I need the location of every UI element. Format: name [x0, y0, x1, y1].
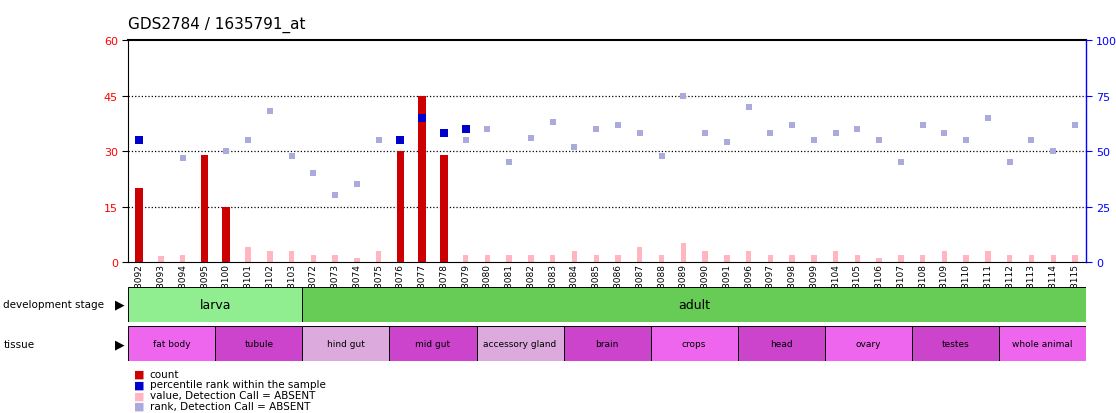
Bar [507, 255, 512, 262]
Bar [833, 251, 838, 262]
Bar [651, 326, 738, 361]
Bar [920, 255, 925, 262]
Text: larva: larva [200, 298, 231, 311]
Bar [477, 326, 564, 361]
Text: ▶: ▶ [115, 298, 125, 311]
Text: ■: ■ [134, 380, 144, 389]
Bar [528, 255, 533, 262]
Text: GDS2784 / 1635791_at: GDS2784 / 1635791_at [128, 17, 306, 33]
Bar [310, 255, 316, 262]
Bar [912, 326, 999, 361]
Text: crops: crops [682, 339, 706, 348]
Bar [389, 326, 477, 361]
Bar [963, 255, 969, 262]
Bar [484, 255, 490, 262]
Bar [825, 326, 912, 361]
Text: count: count [150, 369, 179, 379]
Text: accessory gland: accessory gland [483, 339, 557, 348]
Text: percentile rank within the sample: percentile rank within the sample [150, 380, 326, 389]
Bar [302, 326, 389, 361]
Bar [333, 255, 338, 262]
Text: ■: ■ [134, 390, 144, 400]
Bar [1029, 255, 1035, 262]
Text: brain: brain [596, 339, 618, 348]
Bar [1050, 255, 1056, 262]
Bar [302, 287, 1086, 322]
Text: whole animal: whole animal [1012, 339, 1072, 348]
Text: rank, Detection Call = ABSENT: rank, Detection Call = ABSENT [150, 401, 310, 411]
Bar [550, 255, 556, 262]
Bar [658, 255, 664, 262]
Text: development stage: development stage [3, 299, 105, 310]
Bar [811, 255, 817, 262]
Bar [637, 247, 643, 262]
Bar [876, 259, 882, 262]
Text: tissue: tissue [3, 339, 35, 349]
Bar [418, 97, 426, 262]
Bar [999, 326, 1086, 361]
Text: ▶: ▶ [115, 337, 125, 350]
Bar [128, 287, 302, 322]
Bar [1072, 255, 1078, 262]
Text: ■: ■ [134, 369, 144, 379]
Bar [223, 255, 229, 262]
Bar [135, 189, 143, 262]
Bar [768, 255, 773, 262]
Bar [289, 251, 295, 262]
Text: hind gut: hind gut [327, 339, 365, 348]
Text: fat body: fat body [153, 339, 191, 348]
Bar [985, 251, 991, 262]
Bar [440, 155, 448, 262]
Bar [571, 251, 577, 262]
Bar [396, 152, 404, 262]
Bar [128, 326, 215, 361]
Text: ■: ■ [134, 401, 144, 411]
Text: adult: adult [679, 298, 710, 311]
Text: ovary: ovary [856, 339, 881, 348]
Bar [215, 326, 302, 361]
Bar [615, 255, 620, 262]
Bar [594, 255, 599, 262]
Bar [681, 244, 686, 262]
Bar [180, 255, 185, 262]
Bar [222, 207, 230, 262]
Bar [463, 255, 469, 262]
Bar [201, 155, 209, 262]
Bar [1007, 255, 1012, 262]
Text: value, Detection Call = ABSENT: value, Detection Call = ABSENT [150, 390, 315, 400]
Bar [564, 326, 651, 361]
Bar [246, 247, 251, 262]
Bar [724, 255, 730, 262]
Bar [942, 251, 947, 262]
Bar [136, 255, 142, 262]
Text: testes: testes [942, 339, 969, 348]
Bar [745, 251, 751, 262]
Bar [702, 251, 708, 262]
Bar [158, 257, 164, 262]
Bar [738, 326, 825, 361]
Text: head: head [770, 339, 792, 348]
Bar [376, 251, 382, 262]
Bar [855, 255, 860, 262]
Text: mid gut: mid gut [415, 339, 451, 348]
Bar [789, 255, 795, 262]
Bar [898, 255, 904, 262]
Bar [354, 259, 359, 262]
Bar [267, 251, 272, 262]
Text: tubule: tubule [244, 339, 273, 348]
